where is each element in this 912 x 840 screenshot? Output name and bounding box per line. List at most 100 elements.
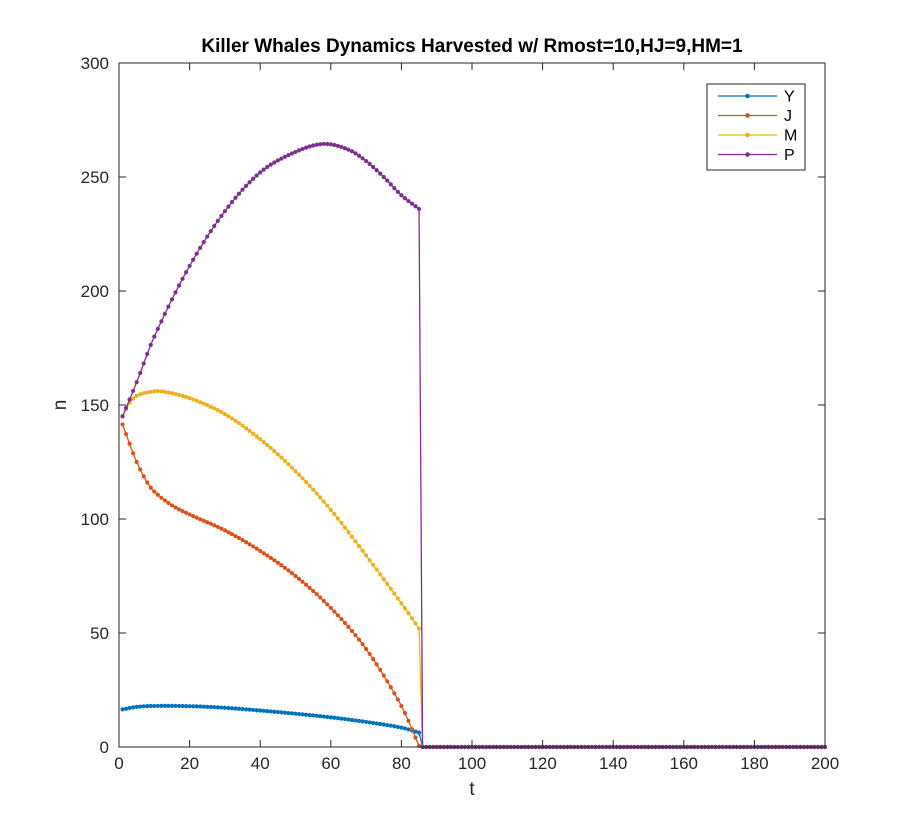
data-point-P [353,151,358,156]
data-point-J [346,624,351,629]
data-point-P [335,143,340,148]
data-point-P [314,142,319,147]
legend-marker [745,132,750,138]
data-point-M [289,465,295,470]
data-point-J [385,679,390,684]
data-point-M [388,586,393,591]
data-point-M [187,396,192,401]
data-point-M [166,390,171,395]
legend-item-J: J [718,108,792,125]
data-point-M [413,621,418,626]
data-point-M [141,391,146,396]
x-tick-label: 0 [114,754,123,773]
data-point-M [356,544,362,549]
data-point-M [268,445,273,451]
data-point-Y [155,703,160,709]
data-point-M [233,418,238,423]
data-point-Y [229,706,235,711]
data-point-P [356,153,362,158]
data-point-Y [169,703,175,709]
data-point-M [169,391,175,396]
data-point-Y [201,704,206,709]
data-point-J [293,573,298,579]
data-point-J [251,544,256,549]
data-point-Y [296,711,302,717]
data-point-M [364,553,369,558]
data-point-J [399,703,404,709]
data-point-M [371,562,376,567]
data-point-J [335,613,340,618]
data-point-P [215,218,220,223]
data-point-J [212,523,217,528]
legend-label: M [784,128,797,145]
data-point-M [254,434,259,439]
data-point-M [243,426,249,431]
data-point-J [148,485,153,490]
data-point-P [123,405,129,411]
data-point-J [180,509,185,514]
data-point-J [131,451,136,456]
data-point-Y [311,713,316,718]
data-point-Y [212,705,217,710]
data-point-M [307,483,312,488]
legend-label: J [784,108,792,125]
data-point-Y [205,704,210,709]
data-point-J [191,513,196,519]
data-point-Y [356,718,362,724]
y-tick-label: 0 [100,738,109,757]
data-point-J [240,537,245,543]
data-point-P [282,154,288,159]
data-point-P [342,146,348,151]
data-point-J [169,503,175,508]
data-point-M [353,539,358,544]
data-point-Y [406,727,411,732]
data-point-J [208,521,213,526]
data-point-Y [339,716,344,721]
data-point-M [335,516,340,521]
data-point-P [371,164,376,170]
data-point-P [229,200,235,205]
data-point-J [205,520,210,525]
data-point-M [416,626,422,631]
legend-marker [745,113,750,118]
data-point-P [183,270,189,275]
data-point-J [286,568,291,573]
legend-label: Y [784,89,795,106]
x-tick-label: 120 [528,754,556,773]
data-point-M [173,391,178,397]
legend-marker [745,152,750,157]
data-point-P [279,156,284,161]
data-point-P [162,311,167,316]
data-point-Y [261,708,266,713]
data-point-Y [243,707,249,712]
data-point-Y [279,710,284,715]
data-point-P [409,201,415,206]
data-point-M [148,389,153,394]
data-point-J [254,546,259,551]
data-point-P [272,160,277,165]
data-point-Y [265,709,270,714]
data-point-P [385,178,390,183]
data-point-M [236,421,242,426]
data-point-Y [335,716,340,721]
data-point-Y [134,704,139,709]
data-point-P [349,149,355,154]
data-point-J [296,576,302,581]
data-point-M [360,548,365,553]
data-point-J [152,489,157,494]
data-point-J [303,582,309,587]
data-point-P [406,198,411,204]
data-point-Y [367,720,372,725]
legend-label: P [784,147,795,164]
x-axis-label: t [469,779,475,800]
x-tick-label: 100 [458,754,486,773]
data-point-M [176,392,182,397]
data-point-M [303,479,309,485]
legend-marker [745,93,750,99]
data-point-Y [388,723,393,728]
data-point-P [247,180,252,185]
data-point-Y [325,714,330,720]
data-point-Y [226,705,231,711]
data-point-J [381,673,386,678]
data-point-M [296,472,302,477]
